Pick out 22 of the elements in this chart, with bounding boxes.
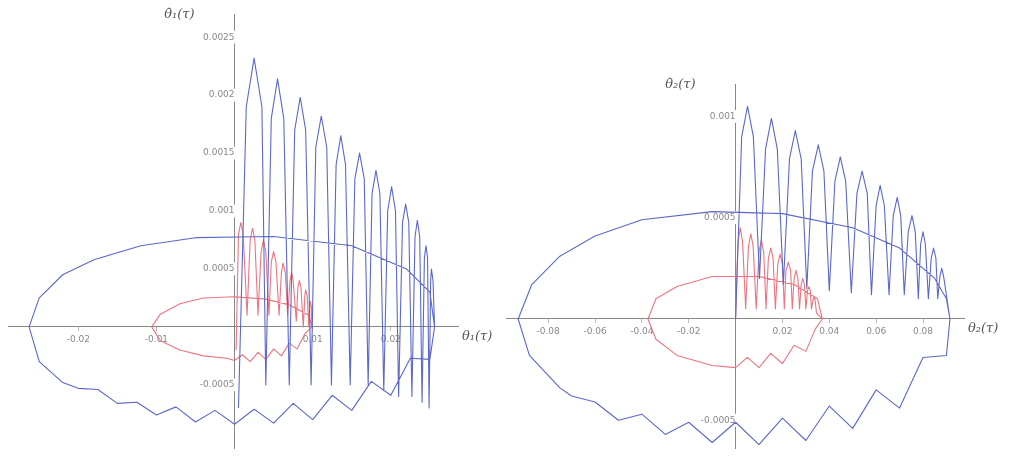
x-tick-label: -0.08	[536, 325, 561, 336]
x-axis-title: θ₂(τ)	[968, 320, 999, 336]
y-tick-label: 0.001	[208, 205, 235, 216]
x-tick-label: -0.02	[66, 333, 90, 344]
x-tick-label: 0.06	[866, 325, 887, 336]
y-tick-label: 0.0005	[704, 212, 736, 223]
x-tick-label: 0.02	[772, 325, 793, 336]
x-tick-label: -0.04	[630, 325, 654, 336]
y-tick-label: 0.0005	[203, 263, 235, 274]
x-tick-label: 0.08	[912, 325, 934, 336]
y-tick-label: 0.001	[709, 110, 736, 121]
y-axis-title: θ̇₁(τ)	[164, 5, 195, 21]
x-tick-label: -0.06	[583, 325, 607, 336]
x-tick-label: -0.02	[677, 325, 701, 336]
x-axis-title: θ₁(τ)	[462, 328, 493, 344]
y-tick-label: 0.0015	[203, 147, 235, 158]
y-tick-label: -0.0005	[199, 379, 235, 390]
x-tick-label: 0.04	[819, 325, 840, 336]
y-axis-title: θ̇₂(τ)	[665, 75, 696, 91]
y-tick-label: -0.0005	[700, 414, 736, 425]
y-tick-label: 0.0025	[203, 31, 235, 42]
y-tick-label: 0.002	[208, 89, 235, 100]
